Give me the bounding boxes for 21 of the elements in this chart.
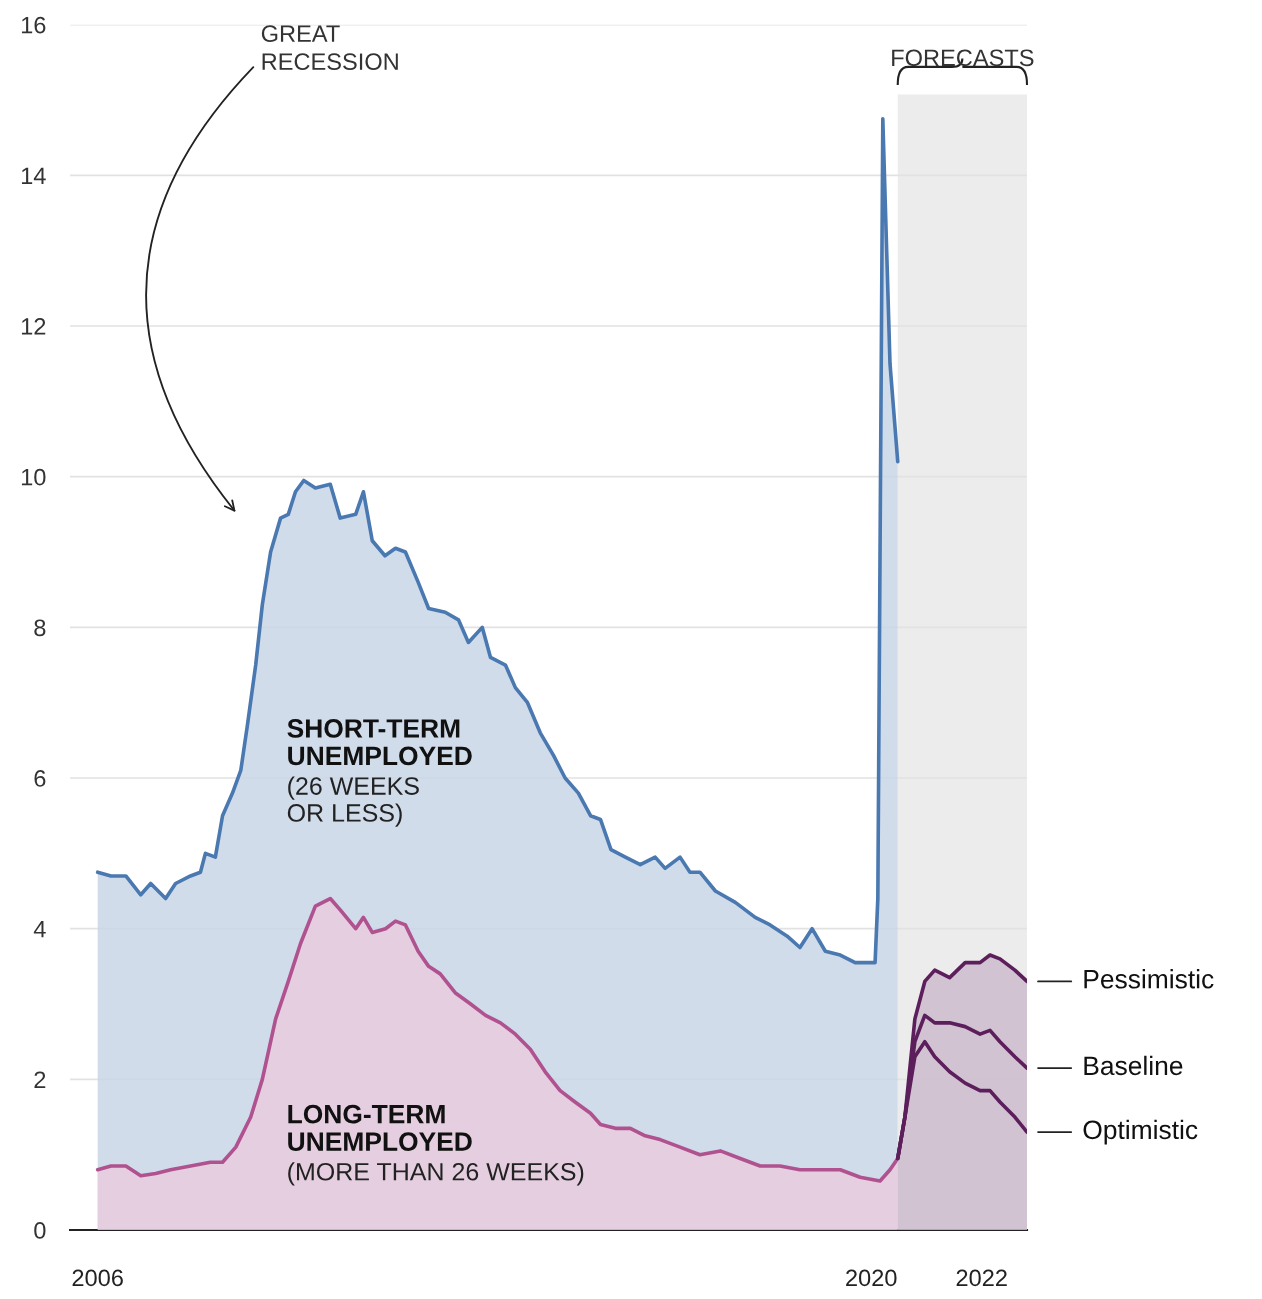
text: Baseline — [1084, 1055, 1183, 1076]
y-tick-label: 10 — [21, 468, 46, 486]
text: Pessimistic — [1084, 969, 1214, 989]
y-tick-label: 8 — [34, 619, 46, 637]
y-tick-label: 0 — [34, 1222, 46, 1239]
y-tick-label: 16 — [21, 16, 46, 34]
y-tick-label: 4 — [33, 921, 46, 938]
annotation: (26 WEEKS OR LESS) — [287, 776, 419, 827]
y-tick-label: 14 — [21, 167, 46, 184]
x-tick-label: 2020 — [846, 1269, 897, 1287]
y-tick-label: 12 — [21, 318, 46, 335]
annotation: GREAT RECESSION — [261, 25, 398, 71]
x-tick-label: 2022 — [956, 1269, 1007, 1287]
series-label: LONG-TERM UNEMPLOYED — [288, 1104, 472, 1151]
text: Optimistic — [1083, 1119, 1198, 1145]
y-tick-label: 6 — [34, 770, 46, 787]
band-label: FORECASTS — [892, 49, 1034, 67]
annotation: (MORE THAN 26 WEEKS) — [288, 1162, 584, 1186]
y-tick-label: 2 — [34, 1071, 46, 1088]
x-tick-label: 2006 — [72, 1269, 123, 1287]
series-label: SHORT-TERM UNEMPLOYED — [287, 719, 472, 766]
